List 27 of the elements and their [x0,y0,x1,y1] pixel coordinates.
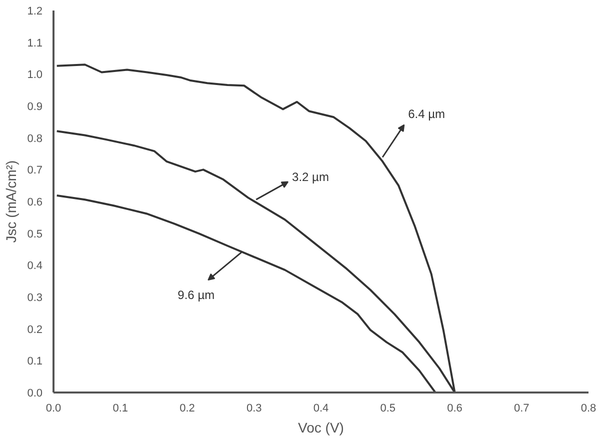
y-tick-label: 0.6 [27,196,43,208]
x-tick-label: 0.0 [46,402,62,414]
y-tick-label: 0.0 [27,388,43,400]
annotation: 6.4 µm [408,106,446,121]
y-tick-label: 1.0 [27,69,43,82]
y-tick-label: 0.8 [27,132,43,145]
y-tick-label: 0.3 [27,292,43,304]
x-tick-label: 0.6 [447,402,462,414]
x-tick-label: 0.4 [313,402,329,414]
annotation: 3.2 µm [292,170,329,184]
y-tick-label: 0.7 [27,164,43,177]
x-axis-title: Voc (V) [298,420,344,436]
annotation: 9.6 µm [178,288,215,302]
x-tick-label: 0.8 [580,402,596,414]
y-tick-label: 0.5 [27,228,43,240]
x-tick-label: 0.5 [380,402,396,414]
y-tick-label: 0.9 [27,101,43,113]
y-tick-label: 0.1 [27,356,43,368]
y-tick-label: 0.4 [27,260,43,272]
y-tick-label: 1.2 [27,6,43,18]
x-tick-label: 0.2 [180,402,195,414]
y-tick-label: 0.2 [27,324,43,336]
x-tick-label: 0.7 [514,402,530,414]
y-tick-label: 1.1 [27,37,43,50]
y-axis-title: Jsc (mA/cm²) [3,160,20,243]
x-tick-label: 0.3 [246,402,262,414]
x-tick-label: 0.1 [112,402,128,414]
